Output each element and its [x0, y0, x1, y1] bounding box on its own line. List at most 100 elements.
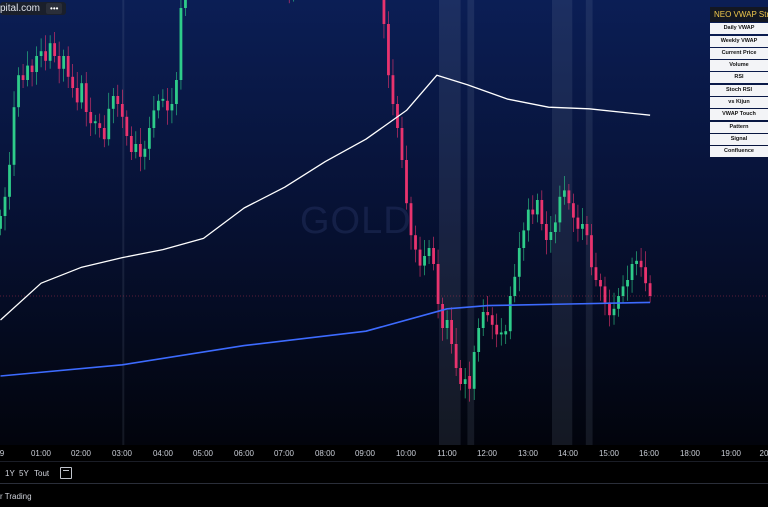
candle [120, 104, 124, 117]
panel-row-current-price: Current Price [710, 47, 768, 59]
candle [459, 368, 463, 384]
session-highlight [551, 0, 573, 445]
candle [414, 235, 417, 250]
candle [590, 235, 593, 268]
candle [0, 216, 2, 229]
candle [107, 108, 111, 140]
time-tick: 03:00 [111, 449, 133, 458]
candle [166, 100, 169, 111]
candle [535, 200, 539, 215]
candle [558, 196, 562, 223]
candle [581, 224, 584, 229]
candle [102, 128, 106, 140]
candle [35, 56, 38, 72]
weekly-vwap-line [0, 301, 651, 377]
candle [405, 160, 408, 204]
candle [454, 344, 458, 368]
candle [517, 248, 521, 277]
candle [152, 110, 156, 128]
panel-row-signal: Signal [710, 133, 768, 145]
candle [125, 116, 129, 136]
trading-panel-tab[interactable]: r Trading [0, 492, 32, 501]
panel-row-volume: Volume [710, 60, 768, 72]
time-tick: 18:00 [679, 449, 701, 458]
candle [391, 75, 395, 104]
candle [387, 24, 390, 76]
candle [450, 320, 454, 344]
candle [594, 267, 598, 280]
candle [409, 203, 413, 236]
candle [147, 128, 151, 149]
range-5y-button[interactable]: 5Y [19, 469, 29, 478]
time-tick: 11:00 [437, 449, 457, 458]
candle [648, 283, 652, 296]
candle [30, 65, 34, 72]
candle [66, 56, 70, 77]
candle [612, 308, 616, 316]
candle [382, 0, 386, 25]
candle [170, 104, 174, 111]
candle [53, 43, 57, 56]
candle [396, 104, 399, 128]
panel-row-vwap-touch: VWAP Touch [710, 109, 768, 121]
time-tick: 02:00 [70, 449, 92, 458]
candle [644, 267, 647, 284]
candle [3, 196, 7, 216]
candle [175, 80, 178, 104]
time-tick: 04:00 [152, 449, 174, 458]
time-tick: 10:00 [395, 449, 417, 458]
range-all-button[interactable]: Tout [34, 469, 50, 478]
candle [544, 224, 548, 240]
symbol-tag-text: pital.com [0, 3, 41, 14]
candle [635, 260, 638, 264]
time-tick: 08:00 [314, 449, 336, 458]
session-highlight [438, 0, 461, 445]
chart-area[interactable]: GOLD pital.com ••• NEO VWAP Strate Daily … [0, 0, 768, 445]
range-1y-button[interactable]: 1Y [5, 469, 15, 478]
symbol-watermark: GOLD [300, 200, 412, 242]
candle [116, 96, 120, 104]
candle [463, 379, 467, 384]
candle [111, 96, 115, 109]
candle [572, 203, 575, 218]
candle [468, 376, 472, 389]
time-tick: 14:00 [557, 449, 579, 458]
panel-row-confluence: Confluence [710, 146, 768, 158]
symbol-tag[interactable]: pital.com ••• [0, 2, 67, 15]
candle [472, 352, 476, 389]
candle [98, 123, 102, 128]
candle [57, 56, 61, 69]
time-tick: 05:00 [192, 449, 214, 458]
more-options-button[interactable]: ••• [46, 3, 63, 14]
candle [626, 280, 629, 287]
candle [495, 324, 499, 335]
candle [75, 88, 79, 103]
price-chart[interactable] [0, 0, 768, 445]
session-highlight [467, 0, 475, 445]
candle [540, 200, 544, 224]
candle [630, 264, 634, 280]
panel-row-stoch-rsi: Stoch RSI [710, 84, 768, 96]
candle [184, 0, 187, 8]
indicator-panel: NEO VWAP Strate Daily VWAP Weekly VWAP C… [710, 7, 768, 158]
candle [21, 75, 25, 80]
panel-row-pattern: Pattern [710, 121, 768, 133]
candle [603, 286, 607, 303]
candle [134, 144, 138, 152]
candle [423, 256, 426, 266]
candle [504, 331, 508, 335]
candle [418, 249, 422, 266]
time-axis[interactable]: 9 01:00 02:00 03:00 04:00 05:00 06:00 07… [0, 445, 768, 461]
candle [445, 320, 449, 328]
calendar-icon[interactable] [60, 467, 72, 479]
session-highlight [585, 0, 593, 445]
candle [585, 224, 589, 236]
candle [481, 312, 485, 328]
bottom-panel-bar: r Trading [0, 483, 768, 507]
candle [8, 164, 11, 197]
candle [599, 280, 602, 287]
time-tick: 16:00 [638, 449, 660, 458]
candle [93, 121, 97, 124]
candle [621, 286, 625, 296]
